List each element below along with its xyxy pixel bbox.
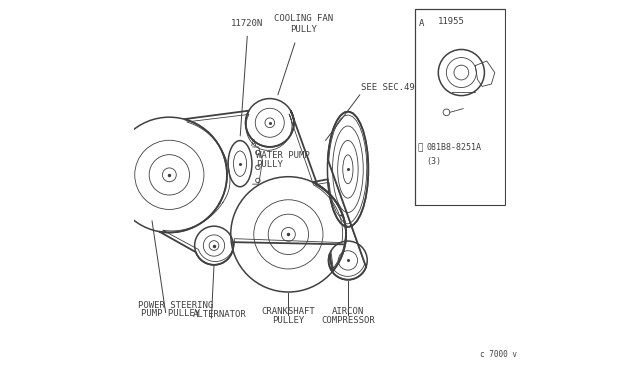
Text: SEE SEC.493: SEE SEC.493 (361, 83, 420, 92)
Text: CRANKSHAFT: CRANKSHAFT (262, 307, 316, 316)
Text: c 7000 v: c 7000 v (480, 350, 517, 359)
Text: COMPRESSOR: COMPRESSOR (321, 316, 375, 325)
Text: PUMP PULLEY: PUMP PULLEY (141, 309, 200, 318)
Text: A: A (419, 19, 425, 28)
Text: A: A (250, 139, 256, 148)
Text: 081B8-8251A: 081B8-8251A (426, 143, 481, 152)
Text: AIRCON: AIRCON (332, 307, 364, 316)
Text: WATER PUMP: WATER PUMP (255, 151, 309, 160)
Text: COOLING FAN: COOLING FAN (274, 15, 333, 23)
Text: Ⓑ: Ⓑ (418, 143, 423, 152)
Text: PULLY: PULLY (290, 25, 317, 34)
Bar (415, 9, 505, 205)
Text: POWER STEERING: POWER STEERING (138, 301, 213, 310)
Text: PULLEY: PULLEY (272, 316, 305, 325)
Text: 11720N: 11720N (231, 19, 264, 28)
Text: 11955: 11955 (438, 17, 465, 26)
Text: PULLY: PULLY (255, 160, 282, 169)
Text: (3): (3) (426, 157, 441, 166)
Text: ALTERNATOR: ALTERNATOR (193, 310, 246, 319)
